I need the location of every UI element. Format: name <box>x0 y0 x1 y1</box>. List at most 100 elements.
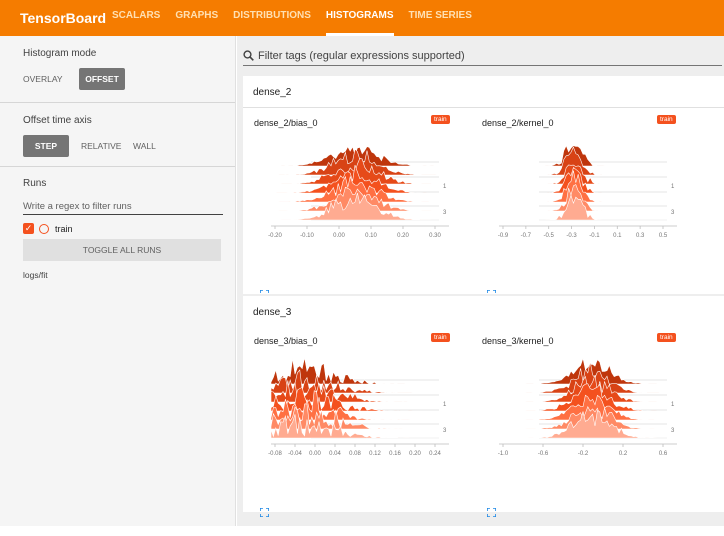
histogram-ridge <box>271 186 439 212</box>
x-tick-label: -1.0 <box>498 451 509 457</box>
run-badge: train <box>657 333 676 342</box>
wall-button[interactable]: WALL <box>133 141 156 151</box>
group-body-dense-2: dense_2/bias_0 train 1 3 -0.20 -0.10 0.00 0.1… <box>243 108 724 299</box>
x-tick-label: 0.6 <box>659 451 668 457</box>
histogram-ridge <box>271 193 439 221</box>
expand-icon[interactable] <box>487 508 496 517</box>
histogram-ridge <box>499 383 667 412</box>
tag-filter-bar <box>243 46 722 66</box>
histogram-ridge <box>499 164 667 185</box>
histogram-ridge <box>271 164 439 194</box>
x-tick-label: -0.7 <box>521 233 532 239</box>
x-tick-label: 0.00 <box>333 233 345 239</box>
x-tick-label: -0.6 <box>538 451 549 457</box>
tag-filter-input[interactable] <box>258 49 708 62</box>
y-tick-label: 1 <box>671 402 675 408</box>
histogram-ridge <box>270 414 439 439</box>
chart-title: dense_3/bias_0 <box>254 336 318 346</box>
run-color-circle-icon <box>39 223 49 234</box>
offset-button[interactable]: OFFSET <box>79 68 125 90</box>
x-tick-label: -0.04 <box>288 451 302 457</box>
x-tick-label: 0.24 <box>429 451 441 457</box>
x-tick-label: 0.08 <box>349 451 361 457</box>
runs-section: Runs ✓ train TOGGLE ALL RUNS logs/fit <box>0 167 235 280</box>
x-tick-label: 0.3 <box>636 233 645 239</box>
histogram-plot: 1 3 -0.20 -0.10 0.00 0.10 0.20 0.30 <box>268 146 449 239</box>
x-tick-label: -0.2 <box>578 451 589 457</box>
run-badge: train <box>431 115 450 124</box>
x-tick-label: -0.08 <box>268 451 282 457</box>
app-title: TensorBoard <box>20 10 107 26</box>
runs-filter-input[interactable] <box>23 199 223 215</box>
step-button[interactable]: STEP <box>23 135 69 157</box>
histogram-plot: 1 3 -0.08 -0.04 0.00 0.04 0.08 0.12 0.16 0.20 0.24 <box>268 357 449 457</box>
x-tick-label: 0.10 <box>365 233 377 239</box>
run-checkbox[interactable]: ✓ <box>23 223 34 234</box>
chart-title: dense_2/kernel_0 <box>482 118 554 128</box>
x-tick-label: 0.20 <box>397 233 409 239</box>
x-tick-label: 0.1 <box>613 233 622 239</box>
overlay-button[interactable]: OVERLAY <box>23 74 63 84</box>
main-panel: dense_2 dense_2/bias_0 train 1 3 -0.20 -0.1… <box>237 36 724 526</box>
x-tick-label: 0.30 <box>429 233 441 239</box>
y-tick-label: 3 <box>671 210 675 216</box>
chart-title: dense_3/kernel_0 <box>482 336 554 346</box>
y-tick-label: 3 <box>443 210 447 216</box>
x-tick-label: 0.5 <box>659 233 668 239</box>
tab-time-series[interactable]: TIME SERIES <box>408 10 472 21</box>
y-tick-label: 1 <box>443 184 447 190</box>
histogram-ridge <box>499 170 667 203</box>
y-tick-label: 1 <box>443 402 447 408</box>
expand-icon[interactable] <box>260 508 269 517</box>
tab-graphs[interactable]: GRAPHS <box>175 10 219 21</box>
y-tick-label: 3 <box>443 428 447 434</box>
x-tick-label: 0.2 <box>619 451 628 457</box>
x-tick-label: -0.10 <box>300 233 314 239</box>
logdir-label: logs/fit <box>23 270 48 280</box>
offset-axis-section: Offset time axis STEP RELATIVE WALL <box>0 103 235 167</box>
y-tick-label: 3 <box>671 428 675 434</box>
tab-scalars[interactable]: SCALARS <box>112 10 161 21</box>
run-label: train <box>55 223 73 234</box>
x-tick-label: 0.16 <box>389 451 401 457</box>
histogram-ridge <box>499 410 667 439</box>
runs-title: Runs <box>23 178 47 189</box>
histogram-card: dense_2/bias_0 train 1 3 -0.20 -0.10 0.00 0.1… <box>243 108 463 299</box>
group-body-dense-3: dense_3/bias_0 train 1 3 -0.08 -0.04 0.00 0.0… <box>243 326 724 517</box>
histogram-mode-section: Histogram mode OVERLAY OFFSET <box>0 36 235 103</box>
histogram-plot: 1 3 -1.0 -0.6 -0.2 0.2 0.6 <box>498 357 677 457</box>
run-badge: train <box>657 115 676 124</box>
x-tick-label: -0.3 <box>566 233 577 239</box>
histogram-plot: 1 3 -0.9 -0.7 -0.5 -0.3 -0.1 0.1 0.3 0.5 <box>498 144 677 239</box>
histogram-ridge <box>271 148 439 176</box>
chart-title: dense_2/bias_0 <box>254 118 318 128</box>
x-tick-label: -0.1 <box>589 233 600 239</box>
x-tick-label: 0.04 <box>329 451 341 457</box>
x-tick-label: 0.00 <box>309 451 321 457</box>
x-tick-label: 0.12 <box>369 451 381 457</box>
x-tick-label: 0.20 <box>409 451 421 457</box>
relative-button[interactable]: RELATIVE <box>81 141 122 151</box>
search-icon <box>243 50 254 61</box>
histogram-ridge <box>499 146 667 176</box>
tab-distributions[interactable]: DISTRIBUTIONS <box>233 10 311 21</box>
x-tick-label: -0.5 <box>544 233 555 239</box>
group-header-dense-2[interactable]: dense_2 <box>243 76 724 108</box>
histogram-ridge <box>270 403 439 430</box>
footer-strip <box>0 526 724 536</box>
histogram-card: dense_3/bias_0 train 1 3 -0.08 -0.04 0.00 0.0… <box>243 326 463 517</box>
histogram-ridge <box>270 357 439 385</box>
toggle-all-runs-button[interactable]: TOGGLE ALL RUNS <box>23 239 221 261</box>
offset-axis-title: Offset time axis <box>23 115 92 126</box>
histogram-ridge <box>271 175 439 203</box>
histogram-ridge <box>499 394 667 421</box>
histogram-ridge <box>270 390 439 421</box>
histogram-ridge <box>499 166 667 194</box>
group-header-dense-3[interactable]: dense_3 <box>243 296 724 328</box>
histogram-ridge <box>499 194 667 221</box>
tab-histograms[interactable]: HISTOGRAMS <box>325 0 394 36</box>
x-tick-label: -0.20 <box>268 233 282 239</box>
run-item-train[interactable]: ✓ train <box>23 223 235 234</box>
histogram-ridge <box>499 357 667 385</box>
y-tick-label: 1 <box>671 184 675 190</box>
